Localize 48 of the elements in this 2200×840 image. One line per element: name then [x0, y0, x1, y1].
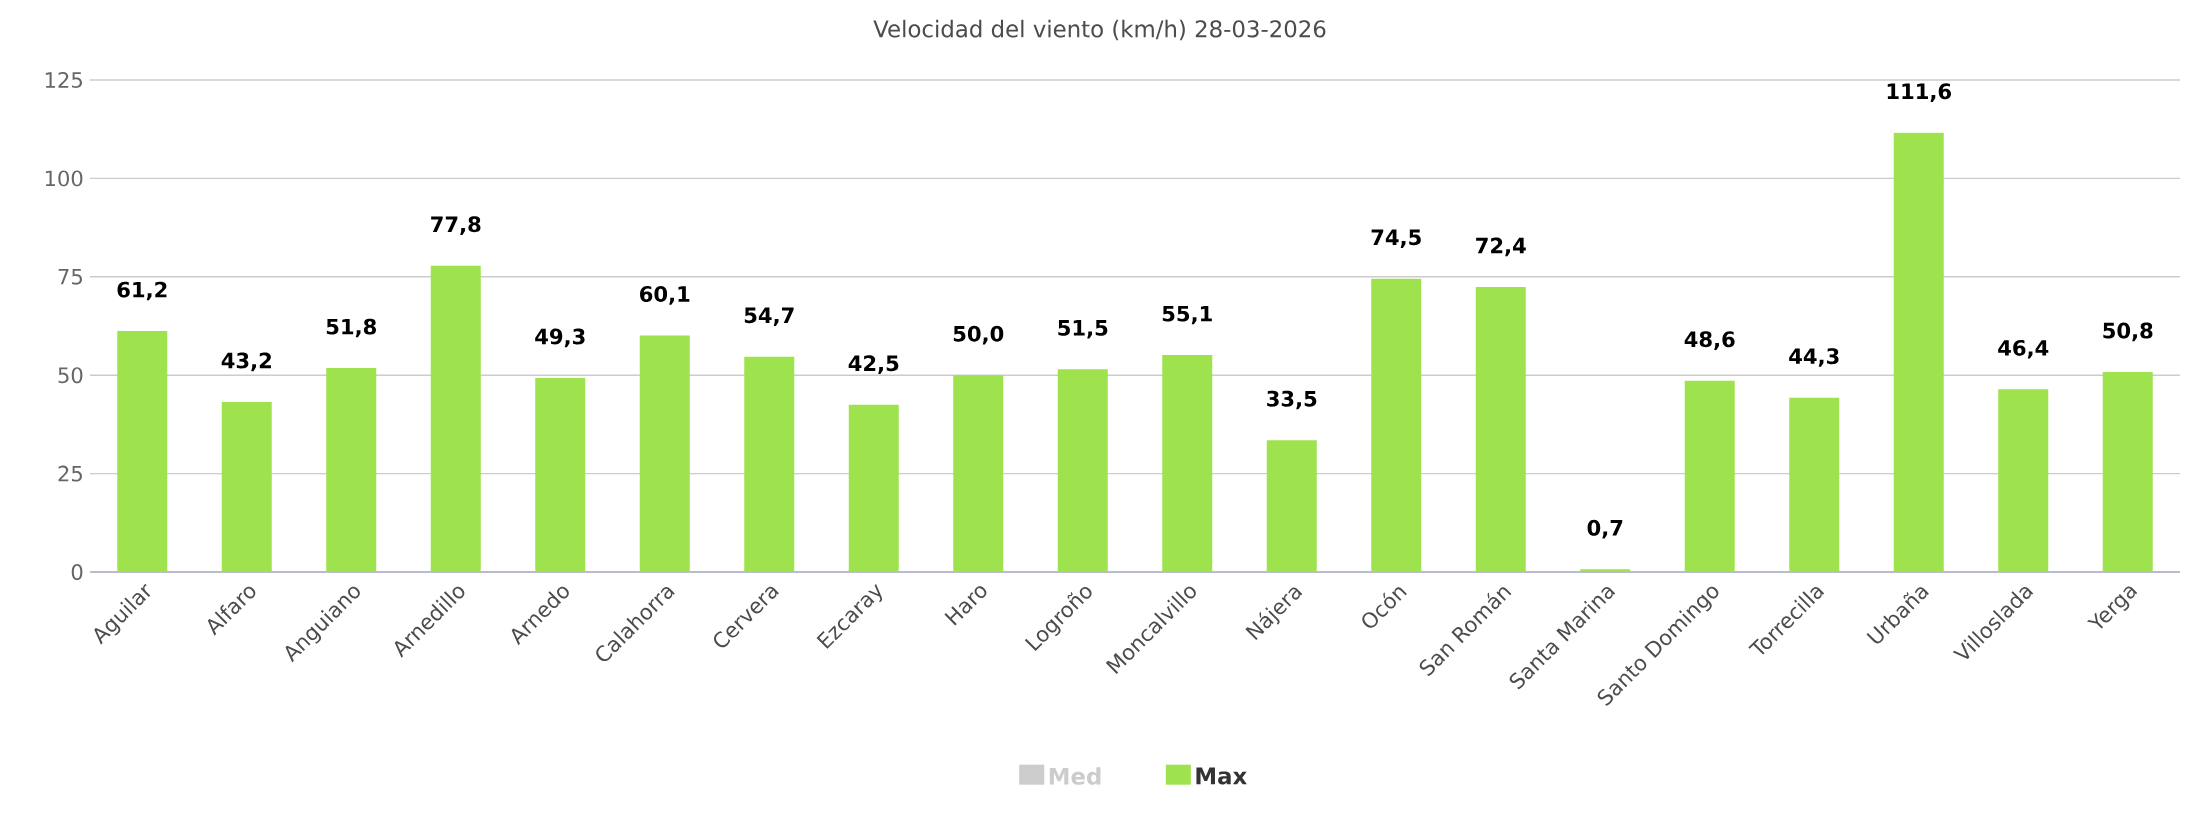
bar [1371, 278, 1422, 572]
y-tick-label: 0 [71, 564, 83, 580]
data-label: 74,5 [1371, 229, 1421, 248]
y-tick-label: 50 [58, 367, 83, 384]
data-label: 0,7 [1587, 519, 1623, 539]
legend-label: Max [1196, 767, 1247, 785]
data-label: 42,5 [848, 355, 899, 374]
bar [1998, 389, 2049, 572]
data-label: 60,1 [640, 285, 690, 305]
bar [744, 356, 795, 572]
bar [2102, 372, 2153, 572]
y-tick-label: 75 [58, 268, 82, 285]
y-tick-label: 100 [45, 170, 83, 187]
bar [1893, 132, 1944, 572]
data-label: 77,8 [431, 216, 481, 235]
chart-title: Velocidad del viento (km/h) 28-03-2026 [873, 19, 1326, 41]
data-label: 50,0 [953, 325, 1004, 345]
bar [535, 377, 586, 572]
data-label: 61,2 [117, 281, 167, 301]
bar [326, 368, 377, 572]
data-label: 55,1 [1162, 305, 1212, 325]
data-label: 44,3 [1789, 348, 1839, 367]
bar [953, 375, 1004, 572]
data-label: 43,2 [221, 352, 271, 372]
data-label: 50,8 [2103, 322, 2153, 342]
data-label: 54,7 [744, 307, 794, 326]
bar [1162, 355, 1213, 572]
bar [430, 265, 481, 572]
data-label: 51,8 [326, 318, 376, 338]
data-label: 33,5 [1267, 390, 1317, 410]
data-label: 48,6 [1684, 331, 1735, 350]
bar [1684, 380, 1735, 572]
bar [221, 401, 272, 572]
bar [848, 404, 899, 572]
bar [1580, 569, 1631, 572]
bar [117, 331, 168, 572]
bar [1266, 440, 1317, 572]
y-tick-label: 25 [58, 465, 82, 482]
data-label: 49,3 [535, 328, 585, 348]
bar [1475, 287, 1526, 572]
data-label: 46,4 [1998, 339, 2049, 359]
bar [639, 335, 690, 572]
y-tick-label: 125 [45, 72, 82, 88]
bar [1789, 397, 1840, 572]
data-label: 51,5 [1058, 320, 1108, 339]
data-label: 72,4 [1476, 237, 1526, 257]
bar [1057, 369, 1108, 572]
data-label: 111,6 [1887, 83, 1951, 102]
